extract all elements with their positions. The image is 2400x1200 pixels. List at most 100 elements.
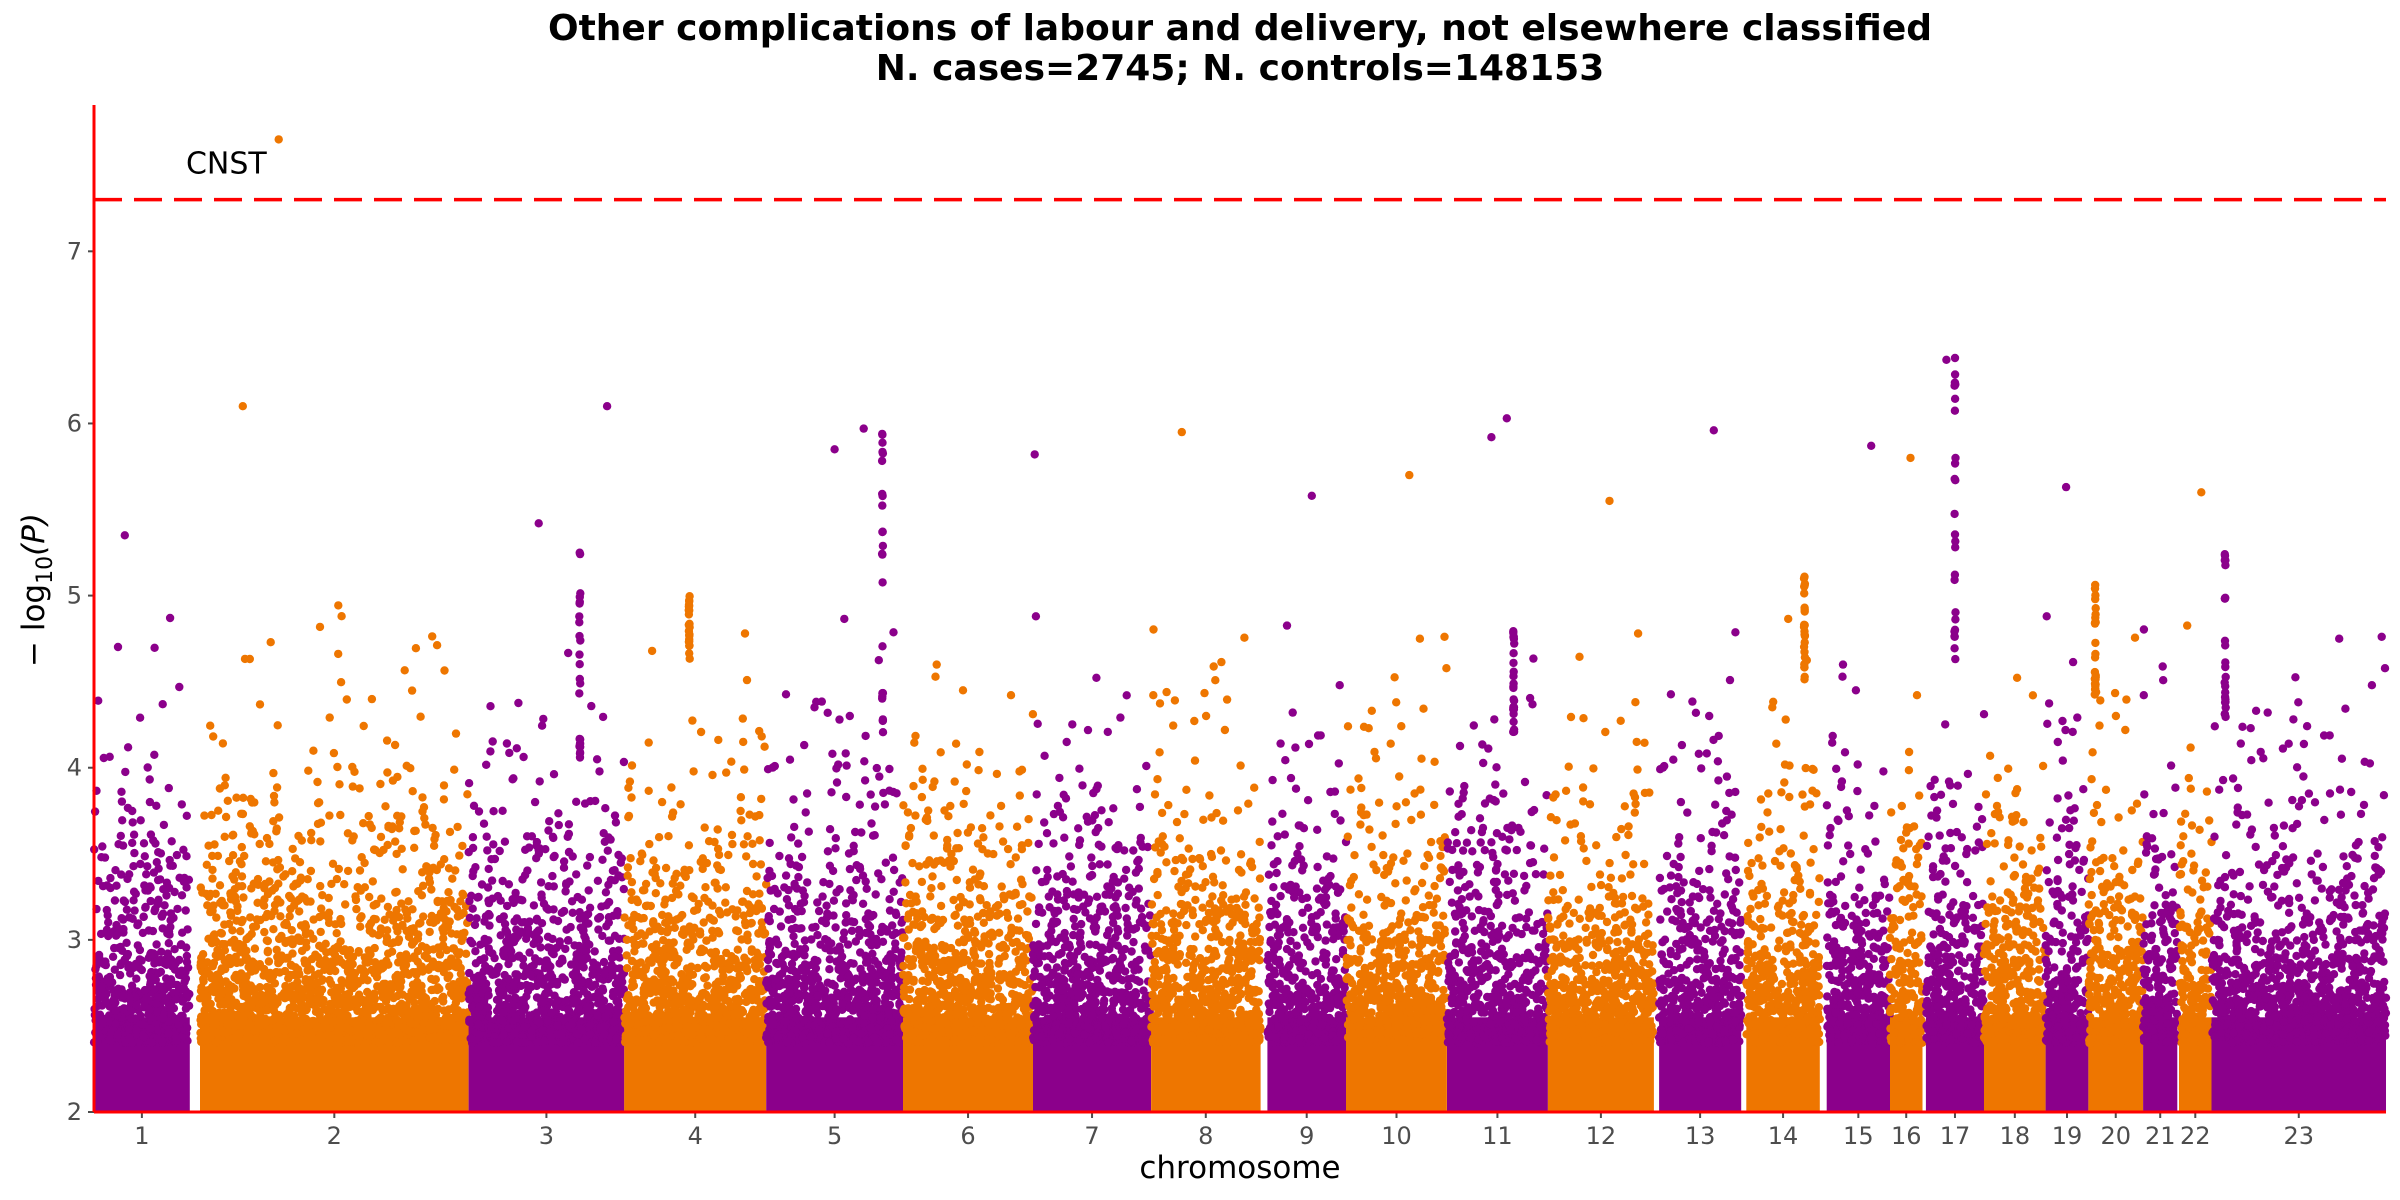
snp-point — [383, 1018, 392, 1027]
snp-point — [610, 866, 619, 875]
snp-point — [369, 901, 378, 910]
snp-point — [814, 1025, 824, 1034]
snp-point — [464, 779, 474, 788]
snp-point — [796, 945, 805, 954]
snp-point — [690, 1022, 699, 1031]
snp-point — [391, 837, 400, 846]
snp-point — [818, 892, 827, 901]
snp-point — [542, 903, 551, 913]
snp-point — [317, 976, 326, 985]
snp-point — [730, 1010, 739, 1020]
snp-point — [468, 871, 477, 881]
snp-point — [763, 955, 773, 965]
snp-point — [685, 967, 694, 977]
snp-point — [708, 770, 717, 780]
snp-point — [315, 1033, 324, 1042]
snp-point — [385, 1034, 394, 1043]
snp-point — [395, 913, 404, 922]
snp-point — [448, 874, 457, 883]
snp-point — [309, 746, 318, 755]
snp-point — [708, 1013, 717, 1022]
snp-point — [511, 1012, 520, 1022]
snp-point — [425, 868, 434, 877]
snp-point — [598, 712, 608, 722]
snp-point — [288, 940, 297, 949]
snp-point — [135, 713, 145, 722]
snp-point — [357, 853, 366, 862]
snp-point — [554, 820, 563, 830]
snp-point — [602, 922, 611, 931]
snp-point — [171, 1014, 181, 1024]
snp-point — [911, 731, 920, 741]
snp-point — [791, 923, 800, 933]
snp-point — [544, 882, 553, 891]
snp-point — [153, 898, 162, 908]
snp-point — [888, 972, 897, 981]
snp-point — [858, 899, 868, 908]
snp-point — [755, 836, 764, 845]
snp-point — [831, 834, 840, 843]
snp-point — [309, 915, 318, 924]
snp-point — [337, 612, 346, 621]
snp-point — [388, 776, 398, 785]
snp-point — [316, 881, 325, 891]
snp-point — [701, 973, 710, 982]
snp-point — [932, 660, 941, 669]
snp-point — [806, 1032, 815, 1041]
snp-point — [936, 901, 946, 911]
snp-point — [273, 1028, 282, 1038]
snp-point — [197, 953, 206, 963]
snp-point — [365, 820, 374, 829]
snp-point — [594, 914, 603, 923]
snp-point — [482, 760, 491, 769]
snp-point — [524, 843, 534, 852]
snp-point — [209, 732, 218, 741]
snp-point — [453, 1006, 463, 1015]
snp-point — [224, 919, 234, 929]
snp-point — [601, 1012, 610, 1021]
snp-point — [866, 978, 875, 987]
snp-point — [573, 982, 583, 991]
snp-point — [704, 837, 714, 846]
snp-point — [208, 874, 217, 883]
snp-point — [484, 991, 493, 1000]
snp-point — [129, 887, 139, 896]
snp-point — [856, 986, 865, 996]
snp-point — [104, 918, 113, 927]
snp-point — [724, 850, 733, 860]
snp-point — [210, 930, 219, 939]
snp-point — [438, 1035, 448, 1044]
snp-point — [593, 1011, 602, 1020]
snp-point — [171, 958, 180, 968]
snp-point — [260, 927, 269, 937]
snp-point — [351, 892, 360, 901]
snp-point — [266, 638, 275, 647]
snp-point — [831, 923, 840, 932]
snp-point — [757, 732, 766, 741]
snp-point — [145, 797, 155, 807]
snp-point — [823, 909, 832, 918]
snp-point — [554, 809, 563, 818]
snp-point — [132, 974, 141, 983]
snp-point — [247, 1003, 256, 1012]
snp-point — [821, 986, 830, 995]
snp-point — [348, 762, 357, 772]
snp-point — [113, 642, 123, 652]
snp-point — [343, 866, 353, 876]
snp-point — [539, 714, 548, 724]
snp-point — [418, 793, 427, 802]
snp-point — [395, 824, 404, 833]
snp-point — [936, 748, 945, 757]
snp-point — [669, 986, 678, 995]
snp-point — [287, 961, 296, 970]
snp-point — [162, 891, 171, 900]
snp-point — [121, 767, 130, 777]
snp-point — [165, 613, 175, 623]
snp-point — [572, 1029, 581, 1038]
snp-point — [784, 885, 793, 895]
snp-point — [152, 1007, 161, 1016]
snp-point — [208, 851, 217, 861]
snp-point — [288, 867, 297, 876]
snp-point — [854, 1037, 863, 1046]
snp-point — [832, 888, 841, 897]
